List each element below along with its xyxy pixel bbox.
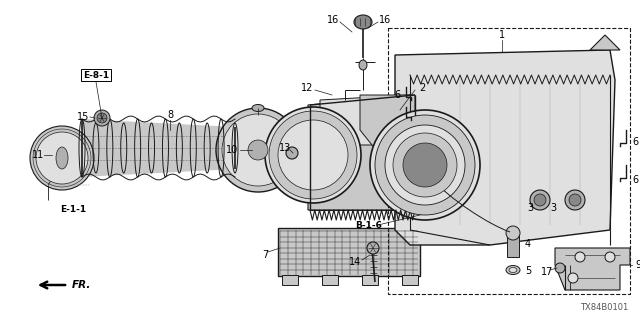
Bar bbox=[278, 228, 420, 276]
Text: 13: 13 bbox=[279, 143, 291, 153]
Polygon shape bbox=[360, 95, 415, 155]
Text: 11: 11 bbox=[32, 150, 44, 160]
Circle shape bbox=[403, 143, 447, 187]
Circle shape bbox=[216, 108, 300, 192]
Bar bbox=[507, 235, 519, 257]
Text: 5: 5 bbox=[525, 266, 531, 276]
Bar bbox=[322, 275, 338, 285]
Polygon shape bbox=[82, 119, 235, 177]
Circle shape bbox=[555, 263, 565, 273]
Text: 16: 16 bbox=[379, 15, 391, 25]
Text: 14: 14 bbox=[349, 257, 361, 267]
Circle shape bbox=[569, 194, 581, 206]
Text: 9: 9 bbox=[635, 260, 640, 270]
Circle shape bbox=[534, 194, 546, 206]
Ellipse shape bbox=[56, 147, 68, 169]
Circle shape bbox=[97, 113, 107, 123]
Circle shape bbox=[248, 140, 268, 160]
Text: TX84B0101: TX84B0101 bbox=[580, 303, 628, 312]
Circle shape bbox=[605, 252, 615, 262]
Text: 6: 6 bbox=[632, 175, 638, 185]
Circle shape bbox=[286, 147, 298, 159]
Bar bbox=[282, 275, 298, 285]
Circle shape bbox=[393, 133, 457, 197]
Polygon shape bbox=[320, 95, 410, 145]
Text: 10: 10 bbox=[226, 145, 238, 155]
Circle shape bbox=[265, 107, 361, 203]
Polygon shape bbox=[395, 50, 615, 245]
Circle shape bbox=[530, 190, 550, 210]
Circle shape bbox=[385, 125, 465, 205]
Text: B-1-6: B-1-6 bbox=[355, 220, 382, 229]
Bar bbox=[388, 28, 630, 294]
Circle shape bbox=[269, 111, 357, 199]
Polygon shape bbox=[555, 248, 630, 290]
Ellipse shape bbox=[252, 105, 264, 111]
Ellipse shape bbox=[354, 15, 372, 29]
Text: 16: 16 bbox=[327, 15, 339, 25]
Polygon shape bbox=[590, 35, 620, 50]
Bar bbox=[362, 275, 378, 285]
Circle shape bbox=[370, 110, 480, 220]
Text: 7: 7 bbox=[262, 250, 268, 260]
Circle shape bbox=[575, 252, 585, 262]
Polygon shape bbox=[308, 95, 415, 210]
Circle shape bbox=[367, 242, 379, 254]
Text: 15: 15 bbox=[77, 112, 89, 122]
Text: 3: 3 bbox=[550, 203, 556, 213]
Text: FR.: FR. bbox=[72, 280, 92, 290]
Circle shape bbox=[36, 132, 88, 184]
Circle shape bbox=[506, 226, 520, 240]
Ellipse shape bbox=[509, 268, 517, 273]
Text: 6: 6 bbox=[632, 137, 638, 147]
Circle shape bbox=[222, 114, 294, 186]
Circle shape bbox=[30, 126, 94, 190]
Text: E-1-1: E-1-1 bbox=[60, 205, 86, 214]
Ellipse shape bbox=[359, 60, 367, 70]
Bar bbox=[402, 275, 418, 285]
Circle shape bbox=[565, 190, 585, 210]
Text: 2: 2 bbox=[419, 83, 425, 93]
Text: 12: 12 bbox=[301, 83, 313, 93]
Text: 8: 8 bbox=[167, 110, 173, 120]
Text: 17: 17 bbox=[541, 267, 553, 277]
Ellipse shape bbox=[506, 266, 520, 275]
Text: 1: 1 bbox=[499, 30, 505, 40]
Text: 4: 4 bbox=[525, 239, 531, 249]
Text: 3: 3 bbox=[527, 203, 533, 213]
Circle shape bbox=[375, 115, 475, 215]
Circle shape bbox=[278, 120, 348, 190]
Text: E-8-1: E-8-1 bbox=[83, 70, 109, 79]
Circle shape bbox=[568, 273, 578, 283]
Circle shape bbox=[94, 110, 110, 126]
Text: 6: 6 bbox=[394, 90, 400, 100]
